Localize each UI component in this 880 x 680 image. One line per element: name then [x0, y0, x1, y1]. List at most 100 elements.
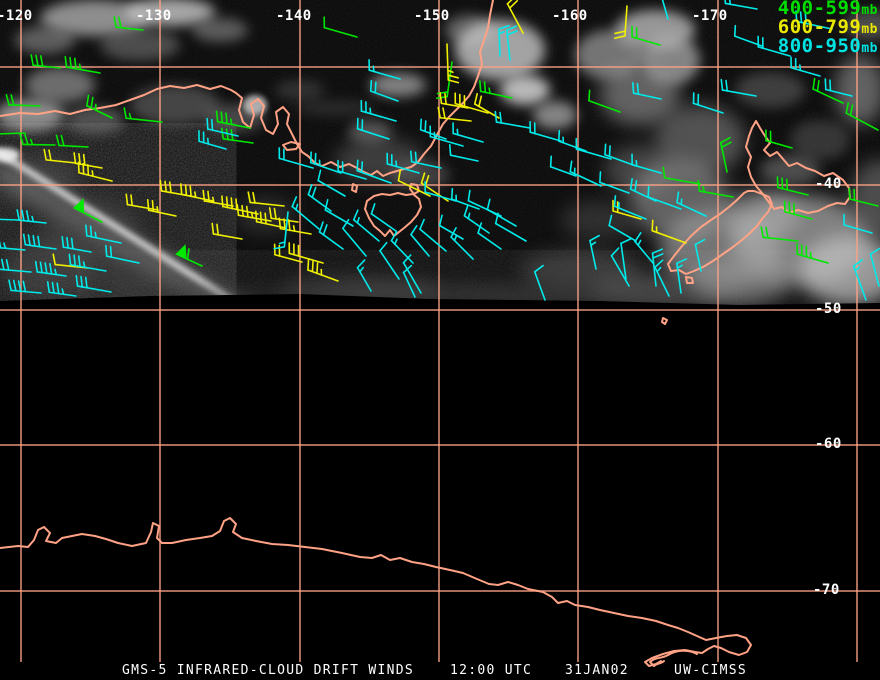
wind-barb [0, 258, 32, 273]
wind-barb [824, 78, 853, 97]
wind-barb [676, 191, 707, 217]
wind-barb [368, 58, 401, 80]
legend-unit: mb [861, 41, 878, 56]
coastline-stewart-island [685, 276, 694, 284]
wind-barb [613, 195, 647, 220]
wind-barb [812, 77, 844, 104]
wind-barb [113, 16, 144, 31]
wind-barb [589, 234, 600, 270]
wind-barb [852, 259, 867, 301]
wind-barb [123, 107, 163, 123]
wind-barb [8, 279, 42, 294]
wind-barb [437, 106, 472, 122]
wind-barb [397, 169, 431, 197]
wind-barb [429, 125, 464, 147]
wind-barb [61, 235, 92, 253]
caption-time: 12:00 UTC [450, 663, 533, 678]
wind-barb [790, 56, 821, 77]
wind-barb [175, 244, 203, 267]
wind-barb [620, 238, 632, 280]
wind-barb [634, 232, 654, 264]
wind-barb [0, 236, 26, 251]
coastline-flinders-island [409, 183, 420, 195]
wind-barb [463, 205, 490, 234]
wind-barb [697, 179, 734, 198]
wind-barb [723, 0, 758, 10]
wind-barb [450, 187, 480, 210]
wind-barb [569, 160, 602, 187]
wind-barb [356, 259, 372, 292]
wind-barb [5, 94, 41, 107]
wind-barb [55, 134, 89, 148]
wind-barb [22, 233, 57, 250]
legend-unit: mb [861, 3, 878, 18]
wind-barb [72, 198, 103, 223]
wind-barb [845, 102, 879, 131]
wind-barbs-layer [0, 0, 880, 301]
wind-barb [448, 143, 479, 162]
wind-barb [0, 218, 19, 221]
wind-barb [73, 152, 103, 169]
wind-barb [424, 180, 457, 202]
lat-label-70: -70 [813, 582, 840, 598]
lon-label-170: -170 [692, 8, 728, 24]
wind-barb [202, 189, 234, 207]
wind-barb [211, 222, 243, 240]
legend-item-400-599mb: 400-599mb [760, 0, 878, 19]
legend-range: 800-950 [777, 35, 862, 57]
wind-barb [662, 166, 701, 185]
wind-barb [75, 274, 112, 293]
lat-label-40: -40 [815, 176, 842, 192]
coastline-australia [0, 0, 494, 177]
wind-barb [356, 159, 392, 184]
wind-barb [318, 221, 344, 250]
wind-barb [776, 176, 809, 196]
coastline-king-island [351, 183, 358, 193]
wind-barb [549, 155, 577, 177]
wind-barb [402, 264, 416, 298]
wind-barb [370, 203, 397, 232]
wind-barb [356, 117, 390, 140]
coastline-nz-north-island [745, 120, 851, 214]
wind-barb [479, 80, 513, 99]
wind-barb [247, 191, 285, 207]
legend-unit: mb [861, 22, 878, 37]
wind-barb [273, 211, 289, 250]
wind-barb [613, 5, 628, 40]
wind-barb [307, 258, 339, 282]
coastline-island-dot [661, 317, 668, 325]
wind-barb [557, 129, 587, 152]
wind-barb [604, 143, 637, 167]
wind-barb [278, 147, 314, 169]
lon-label-140: -140 [276, 8, 312, 24]
legend-range: 400-599 [777, 0, 862, 19]
wind-barb [410, 225, 430, 257]
coastline-antarctica [0, 517, 752, 667]
wind-barb [68, 253, 107, 272]
wind-barb [402, 254, 422, 294]
wind-barb [651, 219, 687, 244]
coastline-tasmania [364, 192, 422, 237]
lat-label-50: -50 [815, 301, 842, 317]
wind-barb [692, 92, 724, 114]
lat-label-60: -60 [815, 436, 842, 452]
wind-barb [439, 92, 469, 109]
wind-barb [631, 153, 662, 174]
wind-barb [494, 212, 527, 242]
wind-barb [86, 94, 113, 119]
wind-barb [342, 218, 367, 257]
wind-barb [419, 218, 447, 252]
wind-barb [694, 238, 706, 272]
coastline-antarctica-squiggle [649, 649, 698, 667]
legend-range: 600-799 [777, 16, 862, 38]
wind-barb [631, 25, 661, 46]
wind-barb [390, 230, 414, 264]
wind-barb [379, 241, 400, 280]
wind-barb [46, 281, 77, 297]
wind-barb [30, 54, 61, 69]
wind-barb [337, 159, 367, 180]
pressure-level-legend: 400-599mb 600-799mb 800-950mb [760, 0, 878, 57]
wind-barb [360, 99, 397, 122]
wind-barb [16, 209, 47, 224]
lon-label-150: -150 [414, 8, 450, 24]
